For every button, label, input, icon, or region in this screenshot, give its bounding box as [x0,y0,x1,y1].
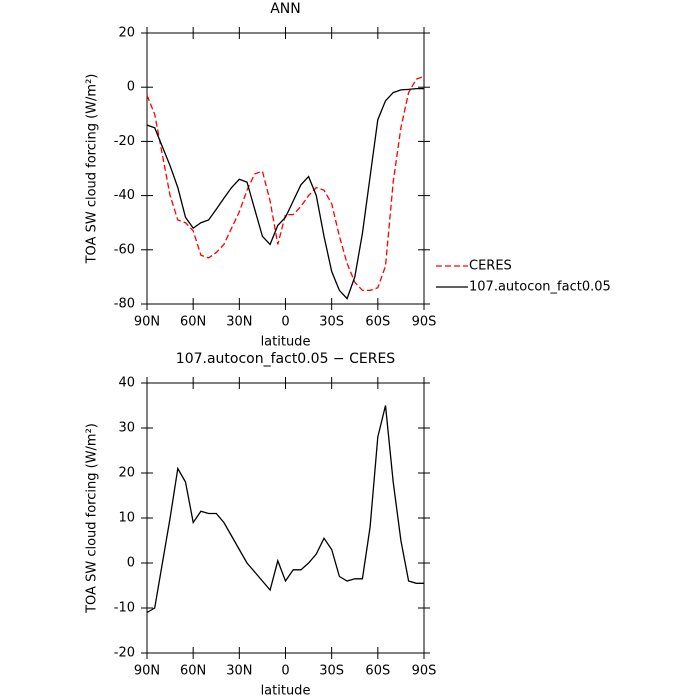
y-tick-label: -20 [114,646,135,661]
x-tick-label: 30S [319,315,344,330]
y-tick-label: 0 [127,80,135,95]
y-tick-label: 0 [127,556,135,571]
y-axis-label: TOA SW cloud forcing (W/m²) [85,74,100,265]
series-line [146,75,425,292]
y-tick-label: -60 [114,242,135,257]
y-tick-label: 40 [118,376,135,391]
x-tick-label: 30N [226,315,252,330]
y-tick-label: 20 [118,466,135,481]
x-tick-label: 30N [226,664,252,679]
y-tick-label: 30 [118,421,135,436]
x-tick-label: 60S [365,664,390,679]
y-tick-label: -80 [114,297,135,312]
y-tick-label: 10 [118,511,135,526]
y-tick-label: -20 [114,134,135,149]
x-axis-label: latitude [261,335,311,350]
plot-frame [146,382,425,654]
x-tick-label: 60S [365,315,390,330]
plot-frame [146,32,425,305]
chart-title: ANN [270,1,301,17]
y-tick-label: -40 [114,188,135,203]
y-tick-label: -10 [114,601,135,616]
x-tick-label: 0 [281,315,289,330]
legend-label: CERES [469,259,512,274]
y-tick-label: 20 [118,26,135,41]
chart-title: 107.autocon_fact0.05 − CERES [176,351,396,367]
y-axis-label: TOA SW cloud forcing (W/m²) [85,423,100,614]
x-tick-label: 90N [134,664,160,679]
x-tick-label: 90N [134,315,160,330]
x-axis-label: latitude [261,684,311,699]
x-tick-label: 90S [412,315,437,330]
legend-label: 107.autocon_fact0.05 [469,280,611,295]
x-tick-label: 30S [319,664,344,679]
x-tick-label: 60N [180,664,206,679]
series-line [146,405,424,614]
series-line [146,87,424,300]
x-tick-label: 60N [180,315,206,330]
x-tick-label: 0 [281,664,289,679]
x-tick-label: 90S [412,664,437,679]
